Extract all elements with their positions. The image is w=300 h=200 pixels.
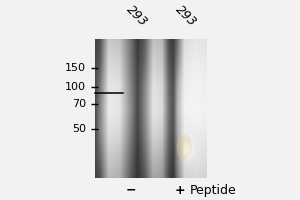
Text: 100: 100 xyxy=(65,82,86,92)
Text: +: + xyxy=(174,184,185,197)
Text: 293: 293 xyxy=(124,3,150,30)
Text: 50: 50 xyxy=(72,124,86,134)
Text: 293: 293 xyxy=(172,3,199,30)
Text: 70: 70 xyxy=(72,99,86,109)
Text: 150: 150 xyxy=(65,63,86,73)
Ellipse shape xyxy=(176,135,192,160)
Text: Peptide: Peptide xyxy=(190,184,237,197)
Text: −: − xyxy=(125,184,136,197)
